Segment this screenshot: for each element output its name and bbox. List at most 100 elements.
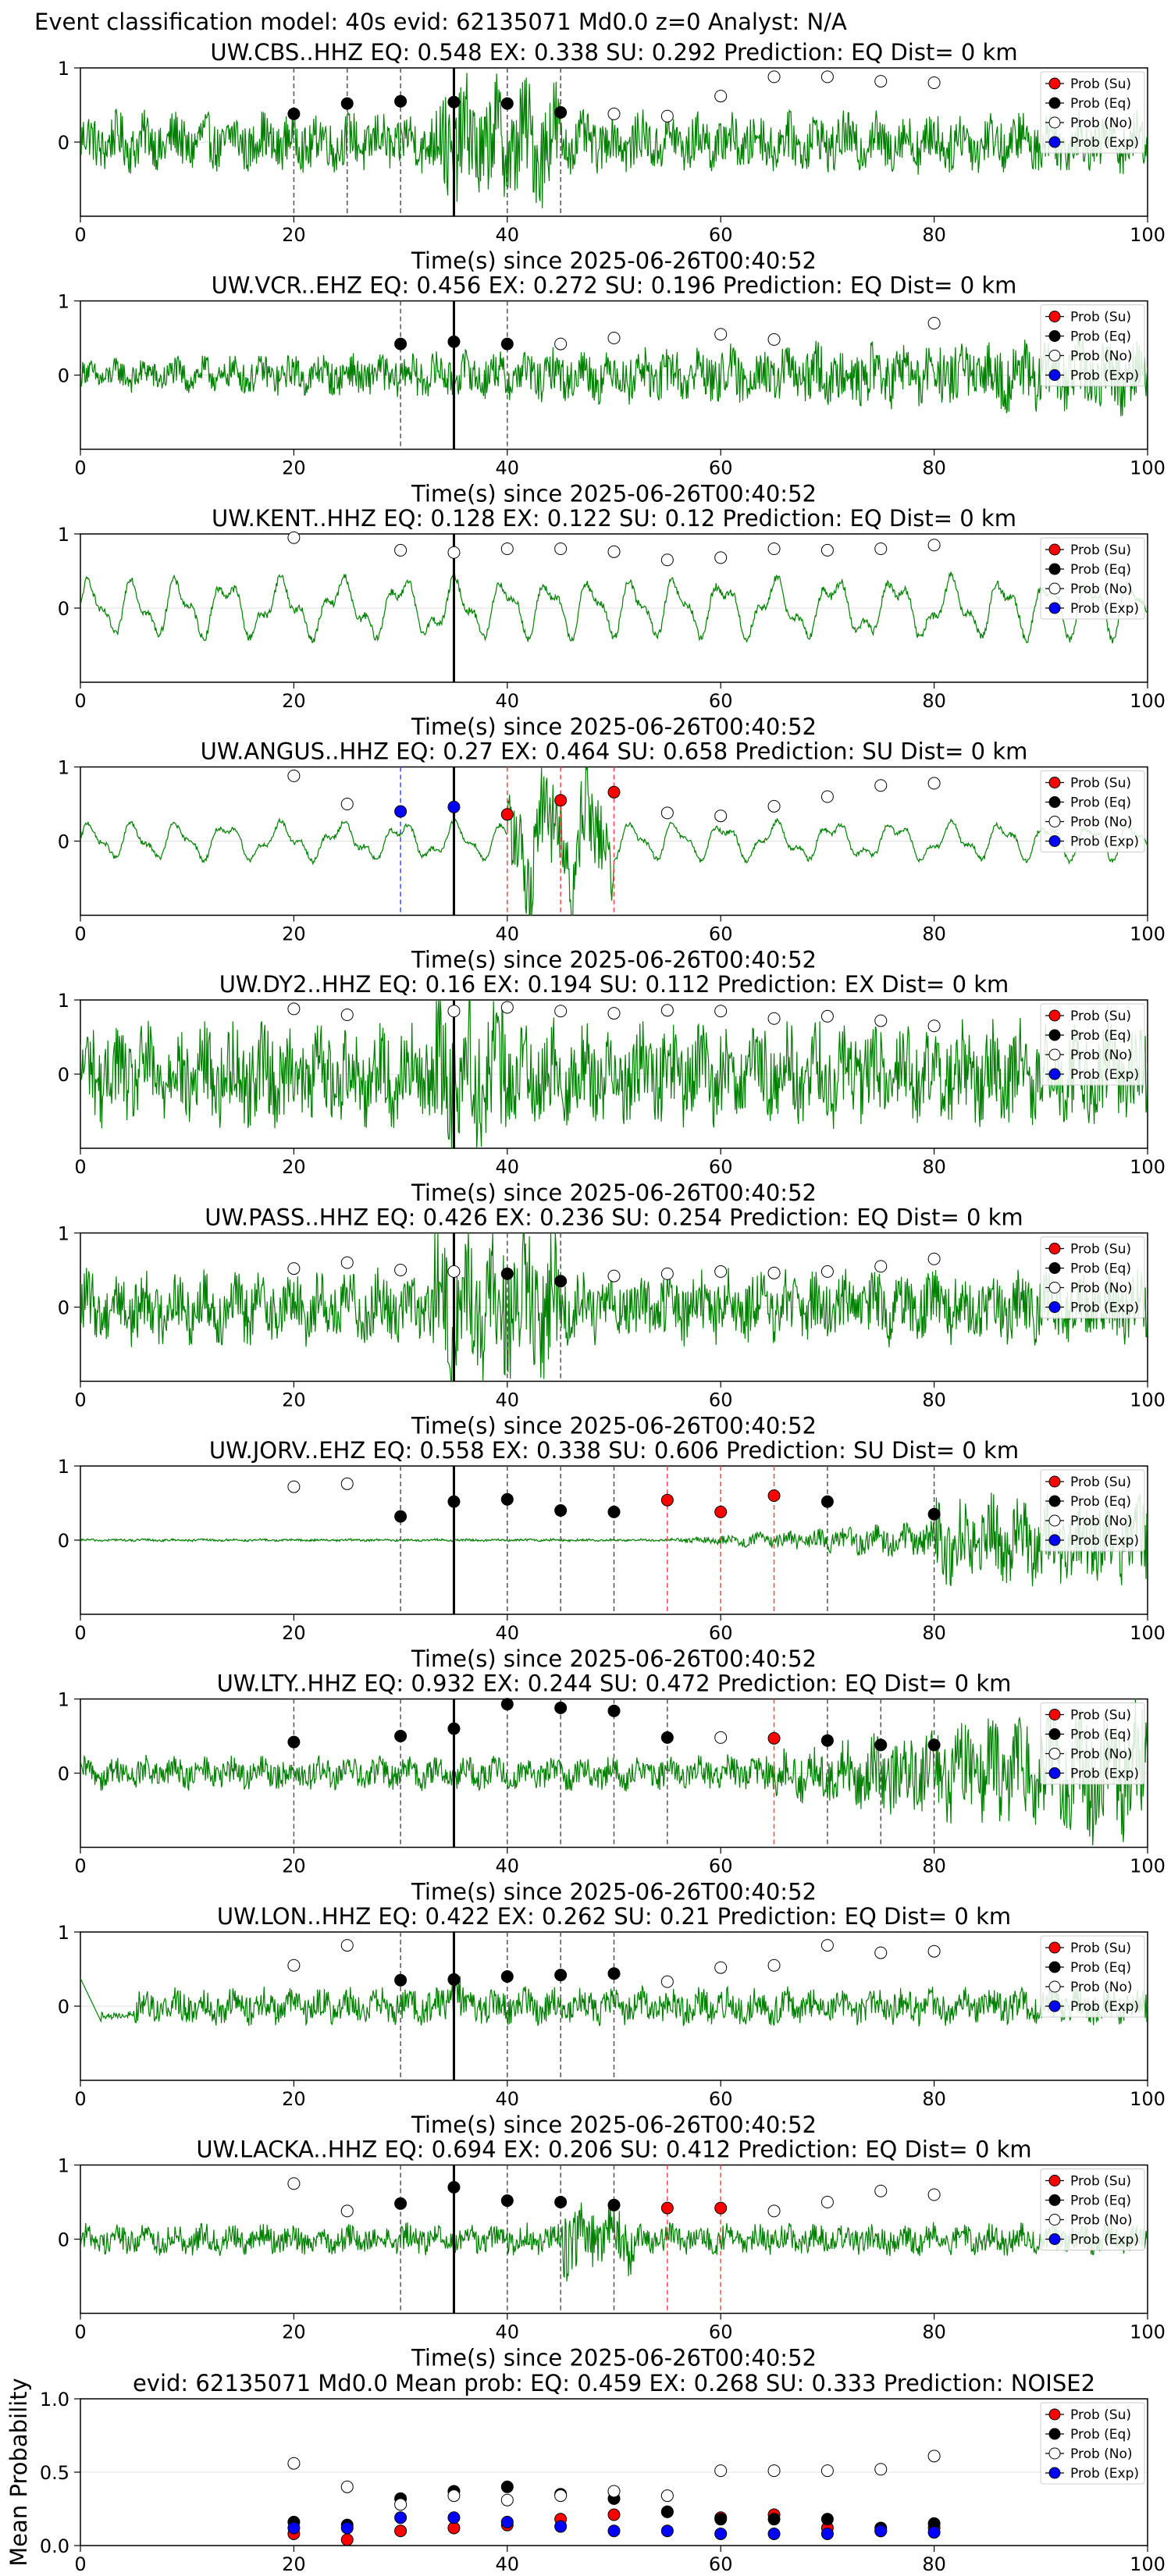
mean-point-exp	[394, 2511, 408, 2524]
prob-point-su	[660, 2201, 674, 2215]
legend-label-exp: Prob (Exp)	[1070, 1767, 1139, 1782]
legend-label-exp: Prob (Exp)	[1070, 834, 1139, 850]
y-tick-label: 1	[58, 757, 69, 779]
prob-point-no	[927, 317, 941, 329]
legend-marker-no	[1048, 816, 1061, 827]
x-tick-label: 80	[922, 690, 946, 712]
panel-title: UW.LON..HHZ EQ: 0.422 EX: 0.262 SU: 0.21…	[217, 1903, 1011, 1930]
legend-label-su: Prob (Su)	[1070, 1009, 1131, 1024]
prob-point-eq	[287, 1735, 301, 1749]
x-tick-label: 40	[496, 1156, 520, 1178]
prob-point-no	[554, 337, 568, 350]
x-tick-label: 40	[496, 1622, 520, 1644]
legend-label-su: Prob (Su)	[1070, 2407, 1131, 2423]
prob-point-no	[287, 1262, 301, 1276]
panel-title: UW.ANGUS..HHZ EQ: 0.27 EX: 0.464 SU: 0.6…	[201, 738, 1028, 765]
x-tick-label: 0	[74, 690, 86, 712]
prob-point-no	[607, 545, 621, 558]
mean-point-exp	[820, 2527, 834, 2540]
y-tick-label: 1	[58, 2155, 69, 2177]
x-tick-label: 60	[709, 457, 733, 479]
mean-point-exp	[714, 2527, 728, 2540]
x-tick-label: 80	[922, 1389, 946, 1411]
prob-point-no	[820, 70, 834, 84]
legend-marker-exp	[1048, 1068, 1061, 1080]
legend-marker-no	[1048, 2214, 1061, 2226]
prob-point-no	[287, 2177, 301, 2190]
legend-box	[1040, 2169, 1145, 2250]
mean-point-exp	[874, 2524, 888, 2538]
mean-point-eq	[660, 2505, 674, 2518]
prob-point-exp	[447, 800, 461, 813]
mean-point-su	[394, 2524, 408, 2538]
legend-label-eq: Prob (Eq)	[1070, 1494, 1131, 1510]
prob-point-eq	[927, 1738, 941, 1752]
x-tick-label: 20	[282, 923, 306, 945]
panel-title: UW.JORV..EHZ EQ: 0.558 EX: 0.338 SU: 0.6…	[209, 1437, 1019, 1464]
legend-box	[1040, 1703, 1145, 1784]
waveform-group	[80, 73, 1148, 208]
y-tick-label: 1	[58, 524, 69, 546]
legend-marker-su	[1048, 543, 1061, 556]
x-tick-label: 0	[74, 1622, 86, 1644]
prob-point-no	[607, 1007, 621, 1020]
x-tick-label: 40	[496, 2088, 520, 2110]
x-tick-label: 100	[1130, 1622, 1166, 1644]
x-tick-label: 80	[922, 2322, 946, 2343]
legend-marker-eq	[1048, 1961, 1061, 1973]
prob-point-eq	[447, 335, 461, 348]
prob-point-no	[927, 1252, 941, 1265]
prob-point-eq	[820, 1495, 834, 1508]
legend-label-exp: Prob (Exp)	[1070, 1999, 1139, 2015]
x-tick-label: 0	[74, 2322, 86, 2343]
legend-marker-su	[1048, 2175, 1061, 2186]
mean-point-exp	[607, 2524, 621, 2538]
x-axis-label: Time(s) since 2025-06-26T00:40:52	[411, 1179, 817, 1206]
y-tick-label: 1	[58, 990, 69, 1012]
legend-label-exp: Prob (Exp)	[1070, 368, 1139, 384]
legend-label-no: Prob (No)	[1070, 116, 1133, 131]
prob-point-no	[927, 76, 941, 89]
prob-point-exp	[394, 805, 408, 818]
x-tick-label: 40	[496, 457, 520, 479]
panel-title: UW.LACKA..HHZ EQ: 0.694 EX: 0.206 SU: 0.…	[196, 2137, 1031, 2163]
x-tick-label: 60	[709, 1156, 733, 1178]
x-axis-label: Time(s) since 2025-06-26T00:40:52	[411, 2345, 817, 2371]
prob-point-no	[714, 328, 728, 341]
prob-point-no	[767, 543, 781, 555]
prob-point-no	[660, 1267, 674, 1280]
legend-label-eq: Prob (Eq)	[1070, 1960, 1131, 1976]
prob-point-eq	[927, 1507, 941, 1521]
prob-point-no	[820, 1009, 834, 1023]
prob-point-eq	[607, 1505, 621, 1518]
prob-point-eq	[287, 107, 301, 120]
mean-point-exp	[554, 2520, 568, 2533]
x-tick-label: 100	[1130, 1156, 1166, 1178]
x-tick-label: 20	[282, 224, 306, 246]
prob-point-no	[927, 1944, 941, 1958]
x-tick-label: 20	[282, 2553, 306, 2575]
prob-point-no	[447, 1265, 461, 1278]
station-panel: UW.PASS..HHZ EQ: 0.426 EX: 0.236 SU: 0.2…	[58, 1204, 1166, 1439]
x-tick-label: 80	[922, 1156, 946, 1178]
legend-marker-no	[1048, 1514, 1061, 1527]
x-tick-label: 0	[74, 1389, 86, 1411]
prob-point-eq	[447, 1495, 461, 1508]
station-panel: UW.LON..HHZ EQ: 0.422 EX: 0.262 SU: 0.21…	[58, 1903, 1166, 2138]
prob-point-eq	[500, 337, 514, 350]
mean-y-axis-label: Mean Probability	[5, 2378, 32, 2567]
prob-point-su	[767, 1731, 781, 1745]
legend-label-no: Prob (No)	[1070, 1281, 1133, 1297]
prob-point-no	[660, 1975, 674, 1988]
x-tick-label: 80	[922, 1856, 946, 1877]
prob-point-eq	[394, 1730, 408, 1742]
x-tick-label: 20	[282, 690, 306, 712]
legend-label-exp: Prob (Exp)	[1070, 2466, 1139, 2482]
prob-point-no	[714, 1731, 728, 1744]
prob-point-no	[287, 1480, 301, 1493]
mean-point-no	[714, 2464, 728, 2478]
legend-marker-no	[1048, 1048, 1061, 1061]
x-tick-label: 80	[922, 224, 946, 246]
legend-label-no: Prob (No)	[1070, 1980, 1133, 1995]
